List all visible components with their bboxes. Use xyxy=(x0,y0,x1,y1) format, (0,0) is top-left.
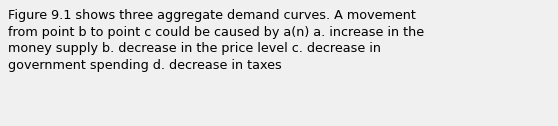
Text: Figure 9.1 shows three aggregate demand curves. A movement
from point b to point: Figure 9.1 shows three aggregate demand … xyxy=(8,9,425,72)
